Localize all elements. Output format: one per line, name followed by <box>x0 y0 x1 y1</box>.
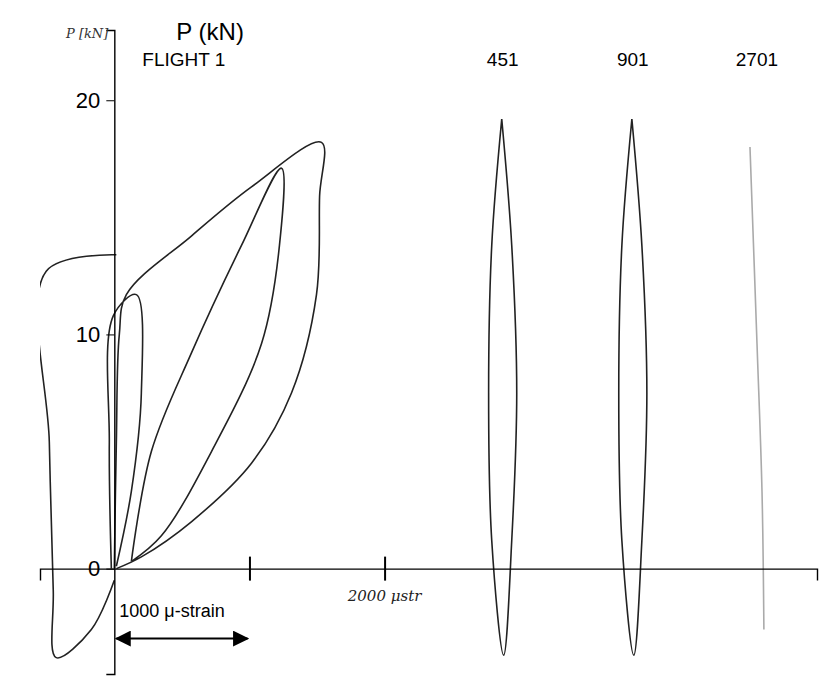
y-tick: 10 <box>74 321 114 348</box>
x-tick <box>249 557 250 581</box>
y-tick-label: 20 <box>76 88 100 113</box>
y-axis: 01020 <box>74 31 115 675</box>
y-tick-mark <box>106 100 114 101</box>
y-axis-title: P (kN) <box>176 18 244 45</box>
chart-container: 01020P (kN)FLIGHT 145190127012000 μstrP … <box>0 0 827 684</box>
axis-note: 2000 μstr <box>347 587 422 605</box>
y-tick-label: 10 <box>76 322 100 347</box>
tick-label-ground <box>74 321 102 348</box>
texts: P (kN) FLIGHT 1 451 901 2701 2000 μstr P [kN] 1… <box>65 18 778 639</box>
hysteresis-loop <box>489 119 517 655</box>
scale-bar <box>116 638 247 640</box>
tick-label-ground <box>74 87 102 114</box>
flight-label: FLIGHT 1 <box>142 49 225 70</box>
scale-bar-label: 1000 μ-strain <box>119 601 224 621</box>
hysteresis-loop <box>619 119 647 655</box>
hysteresis-loop <box>750 147 764 629</box>
x-tick-mark <box>384 557 386 581</box>
plot-area <box>40 119 764 658</box>
y-tick: 20 <box>74 87 114 114</box>
x-tick <box>385 557 386 581</box>
flight-label: 901 <box>617 49 649 70</box>
x-axis-line <box>41 569 818 581</box>
x-tick-mark <box>249 557 251 581</box>
y-axis-line <box>106 31 115 675</box>
flight-label: 451 <box>487 49 519 70</box>
y-tick-mark <box>106 334 114 335</box>
axis-note: P [kN] <box>65 26 109 41</box>
chart-svg: 01020P (kN)FLIGHT 145190127012000 μstrP … <box>0 0 827 684</box>
hysteresis-loop <box>40 142 325 658</box>
background <box>0 0 827 684</box>
x-axis <box>41 557 818 581</box>
flight-label: 2701 <box>736 49 778 70</box>
